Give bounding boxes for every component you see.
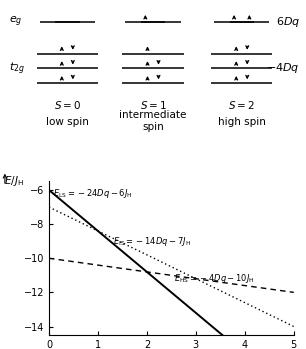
Text: $S = 0$: $S = 0$ [54, 99, 81, 111]
Text: $E_{\rm IS}=-14Dq-7J_{\rm H}$: $E_{\rm IS}=-14Dq-7J_{\rm H}$ [113, 235, 191, 248]
Text: high spin: high spin [218, 117, 266, 127]
Text: $E_{\rm HS}=-4Dq-10J_{\rm H}$: $E_{\rm HS}=-4Dq-10J_{\rm H}$ [174, 272, 254, 285]
Text: $t_{2g}$: $t_{2g}$ [9, 60, 25, 77]
Text: $-4Dq$: $-4Dq$ [266, 61, 300, 75]
Text: low spin: low spin [46, 117, 89, 127]
Text: $E_{\rm LS}=-24Dq-6J_{\rm H}$: $E_{\rm LS}=-24Dq-6J_{\rm H}$ [53, 187, 132, 200]
Text: $E/J_{\rm H}$: $E/J_{\rm H}$ [4, 174, 24, 188]
Text: $e_g$: $e_g$ [9, 15, 23, 29]
Text: $6Dq$: $6Dq$ [276, 15, 300, 29]
Text: $S = 1$: $S = 1$ [140, 99, 166, 111]
Text: intermediate
spin: intermediate spin [119, 110, 187, 132]
Text: $S = 2$: $S = 2$ [228, 99, 255, 111]
